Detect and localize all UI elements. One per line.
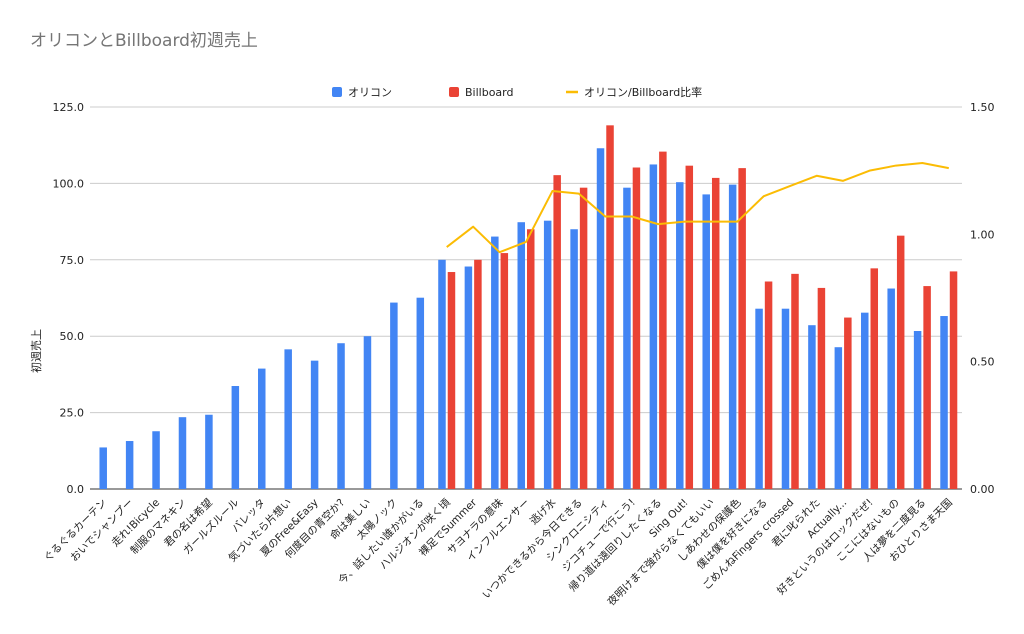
legend-label-ratio: オリコン/Billboard比率 xyxy=(584,85,702,99)
y2-tick-label: 0.50 xyxy=(970,356,995,369)
y-tick-label: 75.0 xyxy=(60,254,85,267)
y2-tick-label: 0.00 xyxy=(970,483,995,496)
bar-oricon[interactable] xyxy=(231,386,240,489)
bar-billboard[interactable] xyxy=(764,281,773,489)
bar-billboard[interactable] xyxy=(553,175,561,489)
legend-item-billboard[interactable]: Billboard xyxy=(449,86,513,99)
bar-billboard[interactable] xyxy=(579,187,588,489)
bar-billboard[interactable] xyxy=(500,253,509,489)
bar-oricon[interactable] xyxy=(284,349,292,489)
bar-oricon[interactable] xyxy=(517,222,526,490)
bar-oricon[interactable] xyxy=(834,347,843,489)
bar-oricon[interactable] xyxy=(755,308,763,489)
bar-billboard[interactable] xyxy=(844,317,852,489)
bar-billboard[interactable] xyxy=(896,235,905,489)
bar-oricon[interactable] xyxy=(570,229,578,490)
legend: オリコン Billboard オリコン/Billboard比率 xyxy=(332,85,702,99)
bar-oricon[interactable] xyxy=(887,288,895,489)
bar-oricon[interactable] xyxy=(390,302,398,489)
bar-oricon[interactable] xyxy=(310,360,319,489)
bar-oricon[interactable] xyxy=(596,148,605,490)
x-axis-labels: ぐるぐるカーテンおいでシャンプー走れ!Bicycle制服のマネキン君の名は希望ガ… xyxy=(42,495,955,608)
legend-label-oricon: オリコン xyxy=(348,86,392,99)
bar-oricon[interactable] xyxy=(178,417,187,489)
y-tick-label: 0.0 xyxy=(67,483,85,496)
bar-oricon[interactable] xyxy=(913,331,922,489)
bar-billboard[interactable] xyxy=(632,167,641,490)
bar-billboard[interactable] xyxy=(527,229,535,490)
bar-oricon[interactable] xyxy=(781,308,790,489)
bars xyxy=(99,125,958,490)
bar-billboard[interactable] xyxy=(685,165,694,489)
ratio-series-line[interactable] xyxy=(446,162,949,254)
bar-oricon[interactable] xyxy=(728,184,737,489)
bar-billboard[interactable] xyxy=(606,125,614,489)
bar-billboard[interactable] xyxy=(791,273,799,489)
ratio-line xyxy=(446,162,949,254)
bar-oricon[interactable] xyxy=(125,441,134,489)
bar-oricon[interactable] xyxy=(808,325,816,489)
gridlines xyxy=(90,106,962,490)
legend-item-oricon[interactable]: オリコン xyxy=(332,86,392,99)
y-tick-label: 100.0 xyxy=(53,177,85,190)
bar-oricon[interactable] xyxy=(416,297,425,489)
bar-oricon[interactable] xyxy=(702,194,710,489)
bar-billboard[interactable] xyxy=(447,272,456,489)
legend-label-billboard: Billboard xyxy=(465,86,513,99)
bar-billboard[interactable] xyxy=(659,151,667,489)
bar-oricon[interactable] xyxy=(337,343,345,489)
y-tick-label: 50.0 xyxy=(60,330,85,343)
legend-item-ratio[interactable]: オリコン/Billboard比率 xyxy=(566,85,702,99)
bar-billboard[interactable] xyxy=(738,168,746,489)
bar-oricon[interactable] xyxy=(438,259,446,489)
y2-tick-label: 1.00 xyxy=(970,228,995,241)
bar-oricon[interactable] xyxy=(491,236,499,489)
bar-oricon[interactable] xyxy=(464,266,473,489)
bar-billboard[interactable] xyxy=(923,286,931,489)
bar-billboard[interactable] xyxy=(817,287,826,489)
bar-oricon[interactable] xyxy=(152,431,160,489)
bar-oricon[interactable] xyxy=(676,182,684,489)
chart-title: オリコンとBillboard初週売上 xyxy=(30,31,258,51)
y-tick-label: 125.0 xyxy=(53,101,85,114)
bar-oricon[interactable] xyxy=(205,414,213,489)
bar-oricon[interactable] xyxy=(99,447,107,489)
y2-axis-ticks: 0.00 0.50 1.00 1.50 xyxy=(970,101,995,496)
bar-billboard[interactable] xyxy=(474,259,482,489)
bar-oricon[interactable] xyxy=(861,312,869,489)
bar-oricon[interactable] xyxy=(543,220,552,489)
y-axis-ticks: 0.0 25.0 50.0 75.0 100.0 125.0 xyxy=(53,101,85,496)
bar-oricon[interactable] xyxy=(363,336,372,489)
bar-oricon[interactable] xyxy=(623,187,631,489)
legend-swatch-oricon xyxy=(332,87,342,97)
bar-oricon[interactable] xyxy=(649,164,658,489)
bar-oricon[interactable] xyxy=(940,316,948,489)
bar-billboard[interactable] xyxy=(711,177,720,489)
legend-swatch-billboard xyxy=(449,87,459,97)
bar-oricon[interactable] xyxy=(258,368,266,489)
y-axis-title: 初週売上 xyxy=(29,329,43,373)
y2-tick-label: 1.50 xyxy=(970,101,995,114)
bar-billboard[interactable] xyxy=(949,271,958,489)
y-tick-label: 25.0 xyxy=(60,407,85,420)
bar-billboard[interactable] xyxy=(870,268,879,489)
